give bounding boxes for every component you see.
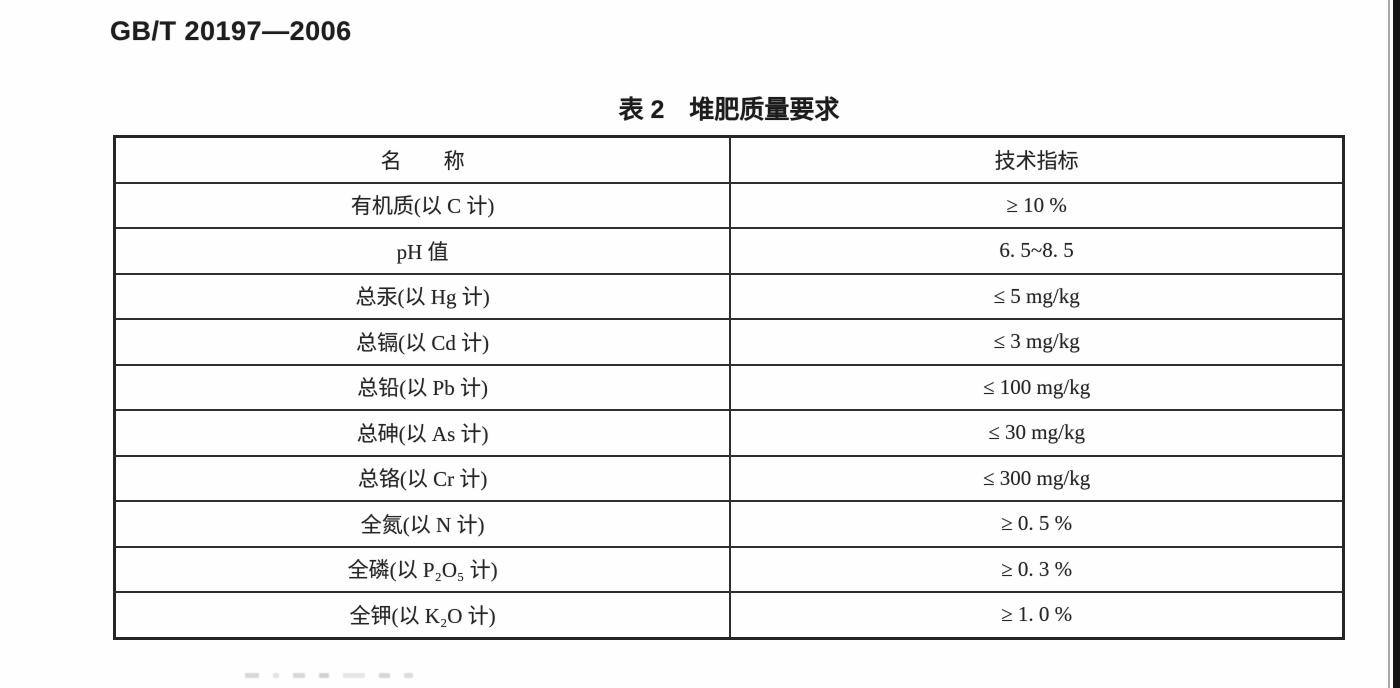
row-value-cell: ≥ 10 % <box>729 181 1345 229</box>
table-caption: 表 2 堆肥质量要求 <box>618 96 840 124</box>
row-name-cell: pH 值 <box>113 227 732 275</box>
row-value-cell: ≤ 30 mg/kg <box>729 409 1345 457</box>
table-row: 总汞(以 Hg 计) ≤ 5 mg/kg <box>113 272 1345 320</box>
row-name-cell: 有机质(以 C 计) <box>113 181 732 229</box>
table-row: 全磷(以 P₂O₅ 计) ≥ 0. 3 % <box>113 545 1345 593</box>
table-row: 总砷(以 As 计) ≤ 30 mg/kg <box>113 409 1345 457</box>
table-header-row: 名 称 技术指标 <box>113 135 1345 184</box>
row-name-cell: 总镉(以 Cd 计) <box>113 318 732 366</box>
standard-code-header: GB/T 20197—2006 <box>110 16 352 46</box>
row-name-cell: 全氮(以 N 计) <box>113 500 732 548</box>
table-row: pH 值 6. 5~8. 5 <box>113 227 1345 275</box>
column-header-indicator: 技术指标 <box>729 135 1345 184</box>
scan-edge-line <box>1388 0 1390 688</box>
row-value-cell: ≥ 1. 0 % <box>729 591 1345 639</box>
table-row: 总铬(以 Cr 计) ≤ 300 mg/kg <box>113 454 1345 502</box>
column-header-name: 名 称 <box>113 135 732 184</box>
scan-edge-strip <box>1393 0 1400 688</box>
row-name-cell: 总汞(以 Hg 计) <box>113 272 732 320</box>
row-name-cell: 全钾(以 K₂O 计) <box>113 591 732 639</box>
table-row: 有机质(以 C 计) ≥ 10 % <box>113 181 1345 229</box>
row-value-cell: ≥ 0. 3 % <box>729 545 1345 593</box>
row-value-cell: ≤ 300 mg/kg <box>729 454 1345 502</box>
table-row: 总铅(以 Pb 计) ≤ 100 mg/kg <box>113 363 1345 411</box>
table-row: 全氮(以 N 计) ≥ 0. 5 % <box>113 500 1345 548</box>
row-name-cell: 总砷(以 As 计) <box>113 409 732 457</box>
row-name-cell: 总铬(以 Cr 计) <box>113 454 732 502</box>
row-value-cell: ≤ 100 mg/kg <box>729 363 1345 411</box>
row-name-cell: 总铅(以 Pb 计) <box>113 363 732 411</box>
row-value-cell: ≤ 5 mg/kg <box>729 272 1345 320</box>
table-row: 全钾(以 K₂O 计) ≥ 1. 0 % <box>113 591 1345 639</box>
row-name-cell: 全磷(以 P₂O₅ 计) <box>113 545 732 593</box>
row-value-cell: ≥ 0. 5 % <box>729 500 1345 548</box>
table-row: 总镉(以 Cd 计) ≤ 3 mg/kg <box>113 318 1345 366</box>
row-value-cell: 6. 5~8. 5 <box>729 227 1345 275</box>
row-value-cell: ≤ 3 mg/kg <box>729 318 1345 366</box>
faded-cutoff-text-artifact <box>245 673 413 678</box>
compost-quality-table: 名 称 技术指标 有机质(以 C 计) ≥ 10 % pH 值 6. 5~8. … <box>113 135 1345 640</box>
